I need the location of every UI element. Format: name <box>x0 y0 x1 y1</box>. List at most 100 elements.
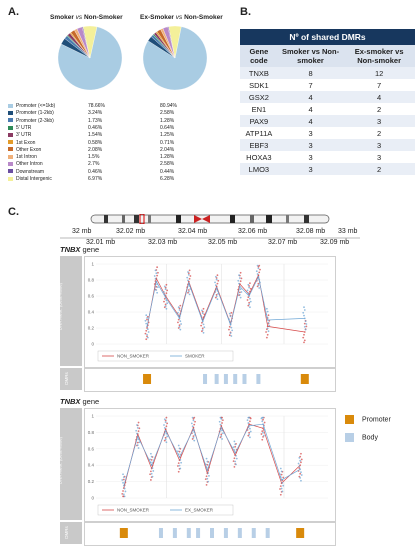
data-point <box>149 479 152 481</box>
legend-value: 0.58% <box>88 139 103 146</box>
data-point <box>150 464 153 467</box>
data-point <box>123 495 126 498</box>
data-point <box>157 271 159 274</box>
data-point <box>145 329 148 332</box>
gene-code-cell: SDK1 <box>240 79 278 91</box>
data-point <box>266 325 269 328</box>
data-point <box>200 324 203 327</box>
data-point <box>219 423 222 426</box>
data-point <box>232 460 235 462</box>
data-point <box>166 289 169 292</box>
gene-code-cell: PAX9 <box>240 115 278 127</box>
dmr-count-cell: 4 <box>277 103 344 115</box>
data-point <box>201 327 204 330</box>
pie2-title-vs: vs <box>173 14 185 21</box>
data-point <box>249 420 251 423</box>
legend-swatch <box>8 103 13 108</box>
data-point <box>156 266 159 269</box>
data-point <box>180 323 183 325</box>
ideogram-label: 32 mb <box>72 228 92 235</box>
data-point <box>163 293 166 296</box>
legend-swatch <box>8 169 13 174</box>
data-point <box>144 332 147 335</box>
data-point <box>304 328 307 331</box>
data-point <box>207 472 210 474</box>
gene-word-2: gene <box>80 397 100 406</box>
pie2-title-bold: Ex-Smoker <box>140 14 174 21</box>
data-point <box>217 279 220 282</box>
data-point <box>231 329 234 332</box>
ideogram-centromere <box>194 215 202 223</box>
data-point <box>305 325 308 328</box>
data-point <box>177 453 180 456</box>
table-row: PAX9 4 3 <box>240 115 415 127</box>
ideogram-band <box>266 215 272 223</box>
data-point <box>230 326 233 329</box>
data-point <box>259 281 261 284</box>
data-point <box>188 277 191 280</box>
data-point <box>156 274 159 277</box>
data-point <box>235 457 238 460</box>
data-point <box>234 460 237 463</box>
y-tick-label: 1 <box>91 414 94 419</box>
dmr-promoter <box>296 528 305 538</box>
table-row: GSX2 4 4 <box>240 91 415 103</box>
data-point <box>177 306 180 309</box>
dmr-promoter <box>143 374 152 384</box>
data-point <box>164 296 167 299</box>
data-point <box>179 304 182 307</box>
data-point <box>179 320 182 323</box>
data-point <box>238 293 241 296</box>
data-point <box>136 426 139 429</box>
data-point <box>299 459 302 462</box>
data-point <box>248 301 251 304</box>
scale-label: 32.07 mb <box>268 239 298 246</box>
panel-c-letter: C. <box>8 206 19 218</box>
data-point <box>138 427 141 430</box>
legend-item: 5' UTR <box>8 125 31 131</box>
data-point <box>200 315 203 317</box>
table-header-smoker: Smoker vs Non-smoker <box>277 45 344 67</box>
legend-label: Promoter (1-2kb) <box>16 110 54 117</box>
dmr-count-cell: 2 <box>343 103 415 115</box>
y-tick-label: 0.6 <box>88 294 95 299</box>
track2-dmr-side: DMRs <box>60 522 82 544</box>
data-point <box>192 428 195 431</box>
legend-value: 2.08% <box>88 146 103 153</box>
data-point <box>280 479 283 481</box>
data-point <box>217 292 220 295</box>
data-point <box>188 293 191 296</box>
data-point <box>136 444 139 447</box>
data-point <box>303 339 306 342</box>
legend-label: Other Exon <box>16 146 42 153</box>
ideogram-band <box>122 215 125 223</box>
legend-value: 2.58% <box>160 110 175 117</box>
data-point <box>177 311 179 314</box>
dmr-count-cell: 2 <box>343 163 415 175</box>
data-point <box>247 422 250 424</box>
data-point <box>192 436 195 439</box>
data-point <box>204 478 207 481</box>
data-point <box>257 282 260 285</box>
gene-code-cell: EBF3 <box>240 139 278 151</box>
data-point <box>279 488 281 490</box>
dmr-promoter <box>119 528 128 538</box>
data-point <box>137 421 140 424</box>
data-point <box>166 422 169 425</box>
data-point <box>262 431 264 434</box>
legend-value: 2.04% <box>160 146 175 153</box>
data-point <box>194 420 196 423</box>
data-point <box>149 458 151 461</box>
data-point <box>179 458 182 461</box>
key-body: Body <box>345 433 378 442</box>
data-point <box>165 432 168 435</box>
data-point <box>221 438 223 440</box>
data-point <box>249 297 251 300</box>
table-header-ex-smoker: Ex-smoker vs Non-smoker <box>343 45 415 67</box>
ideogram-label: 32.04 mb <box>178 228 208 235</box>
data-point <box>303 322 306 325</box>
dmr-count-cell: 3 <box>343 115 415 127</box>
data-point <box>297 462 300 465</box>
legend-value: 0.46% <box>88 168 103 175</box>
panel-a-letter: A. <box>8 6 19 18</box>
